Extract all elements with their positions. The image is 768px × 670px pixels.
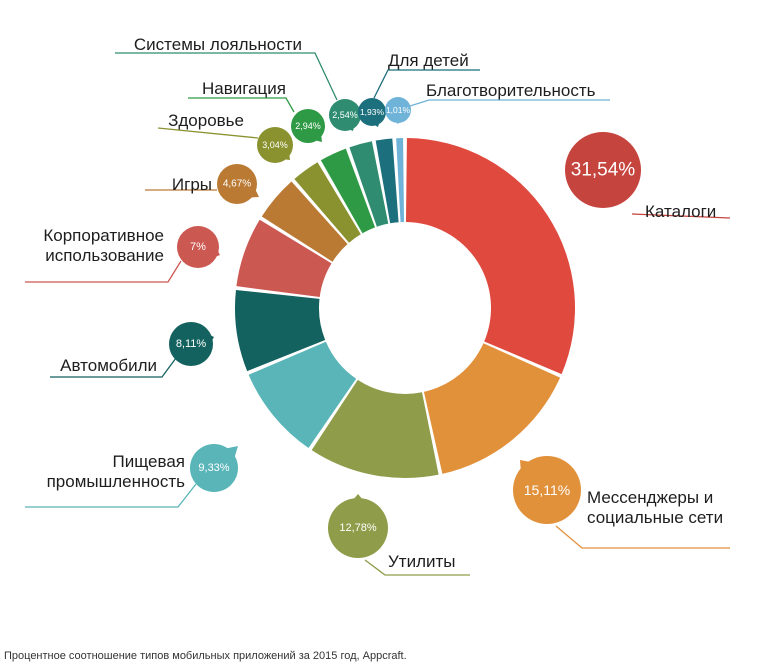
- callout-line-5: [50, 357, 177, 378]
- category-label-10: Системы лояльности: [134, 35, 302, 54]
- slice-8: [294, 162, 361, 243]
- value-label-3: 12,78%: [339, 522, 377, 534]
- callout-line-4: [25, 483, 197, 508]
- value-label-12: 1,01%: [386, 105, 411, 115]
- slice-1: [405, 138, 576, 375]
- donut-slices: [235, 138, 576, 478]
- value-bubble-1: [565, 132, 641, 208]
- value-label-5: 8,11%: [176, 338, 207, 350]
- value-bubble-3: [328, 498, 388, 558]
- value-bubble-10: [329, 99, 361, 131]
- category-label-9: Навигация: [202, 79, 286, 98]
- category-label-line: Каталоги: [645, 202, 716, 221]
- value-label-11: 1,93%: [360, 107, 385, 117]
- callout-line-12: [409, 99, 610, 107]
- category-labels: Каталоги Мессенджеры и социальные сети Утил…: [43, 35, 723, 571]
- value-label-8: 3,04%: [262, 140, 288, 150]
- value-bubble-8: [257, 127, 293, 163]
- callout-line-6: [25, 260, 182, 283]
- value-label-6: 7%: [190, 241, 206, 253]
- value-label-9: 2,94%: [295, 121, 321, 131]
- slice-4: [248, 341, 357, 448]
- category-label-line: Системы лояльности: [134, 35, 302, 54]
- category-label-3: Утилиты: [388, 552, 456, 571]
- category-label-line: Автомобили: [60, 356, 157, 375]
- callout-line-1: [631, 213, 731, 219]
- callout-line-11: [373, 69, 480, 99]
- chart-caption: Процентное соотношение типов мобильных п…: [4, 650, 407, 662]
- value-bubble-5: [169, 322, 213, 366]
- value-label-7: 4,67%: [223, 179, 251, 190]
- callout-line-9: [188, 97, 295, 113]
- category-label-5: Автомобили: [60, 356, 157, 375]
- category-label-line: Для детей: [388, 51, 469, 70]
- slice-9: [320, 148, 376, 234]
- category-label-12: Благотворительность: [426, 81, 596, 100]
- slice-5: [235, 289, 326, 372]
- category-label-line: Корпоративное: [43, 226, 164, 245]
- value-bubble-7: [217, 164, 257, 204]
- value-label-10: 2,54%: [332, 110, 358, 120]
- slice-6: [236, 219, 332, 297]
- category-label-7: Игры: [172, 175, 212, 194]
- value-label-2: 15,11%: [524, 482, 570, 498]
- category-label-1: Каталоги: [645, 202, 716, 221]
- value-bubble-4: [190, 444, 238, 492]
- slice-10: [349, 141, 389, 227]
- slice-3: [311, 379, 439, 478]
- category-label-6: Корпоративное использование: [43, 226, 164, 265]
- category-label-line: Игры: [172, 175, 212, 194]
- category-label-line: Навигация: [202, 79, 286, 98]
- value-label-1: 31,54%: [571, 160, 636, 181]
- category-label-line: использование: [45, 246, 164, 265]
- callout-line-3: [364, 559, 470, 576]
- value-bubble-2: [513, 456, 581, 524]
- value-bubble-11: [358, 98, 386, 126]
- category-label-11: Для детей: [388, 51, 469, 70]
- slice-12: [396, 138, 405, 223]
- slice-11: [375, 138, 399, 224]
- category-label-line: Здоровье: [168, 111, 244, 130]
- category-label-8: Здоровье: [168, 111, 244, 130]
- category-label-4: Пищевая промышленность: [47, 452, 186, 491]
- callout-line-2: [555, 525, 730, 549]
- value-label-4: 9,33%: [198, 462, 229, 474]
- category-label-line: промышленность: [47, 472, 186, 491]
- callout-lines: [25, 52, 731, 576]
- callout-line-10: [115, 52, 338, 101]
- value-bubble-6: [177, 226, 219, 268]
- slice-7: [261, 181, 348, 262]
- category-label-line: Пищевая: [113, 452, 185, 471]
- category-label-line: Утилиты: [388, 552, 456, 571]
- category-label-line: Мессенджеры и: [587, 488, 713, 507]
- donut-chart: 31,54% 15,11% 12,78% 9,33% 8,11% 7% 4,67% 3,04%…: [25, 35, 731, 576]
- value-bubbles: 31,54% 15,11% 12,78% 9,33% 8,11% 7% 4,67% 3,04%…: [169, 97, 641, 558]
- slice-2: [423, 343, 561, 474]
- callout-line-8: [157, 127, 259, 139]
- category-label-line: социальные сети: [587, 508, 723, 527]
- category-label-line: Благотворительность: [426, 81, 596, 100]
- value-bubble-9: [291, 109, 325, 143]
- value-bubble-12: [385, 97, 411, 123]
- category-label-2: Мессенджеры и социальные сети: [587, 488, 723, 527]
